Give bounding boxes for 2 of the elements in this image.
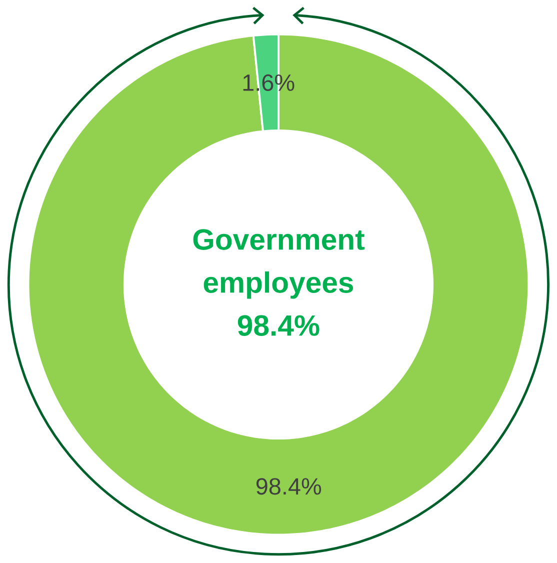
data-label: 98.4% [256,478,322,495]
text: Government employees 98.4% [193,229,365,336]
